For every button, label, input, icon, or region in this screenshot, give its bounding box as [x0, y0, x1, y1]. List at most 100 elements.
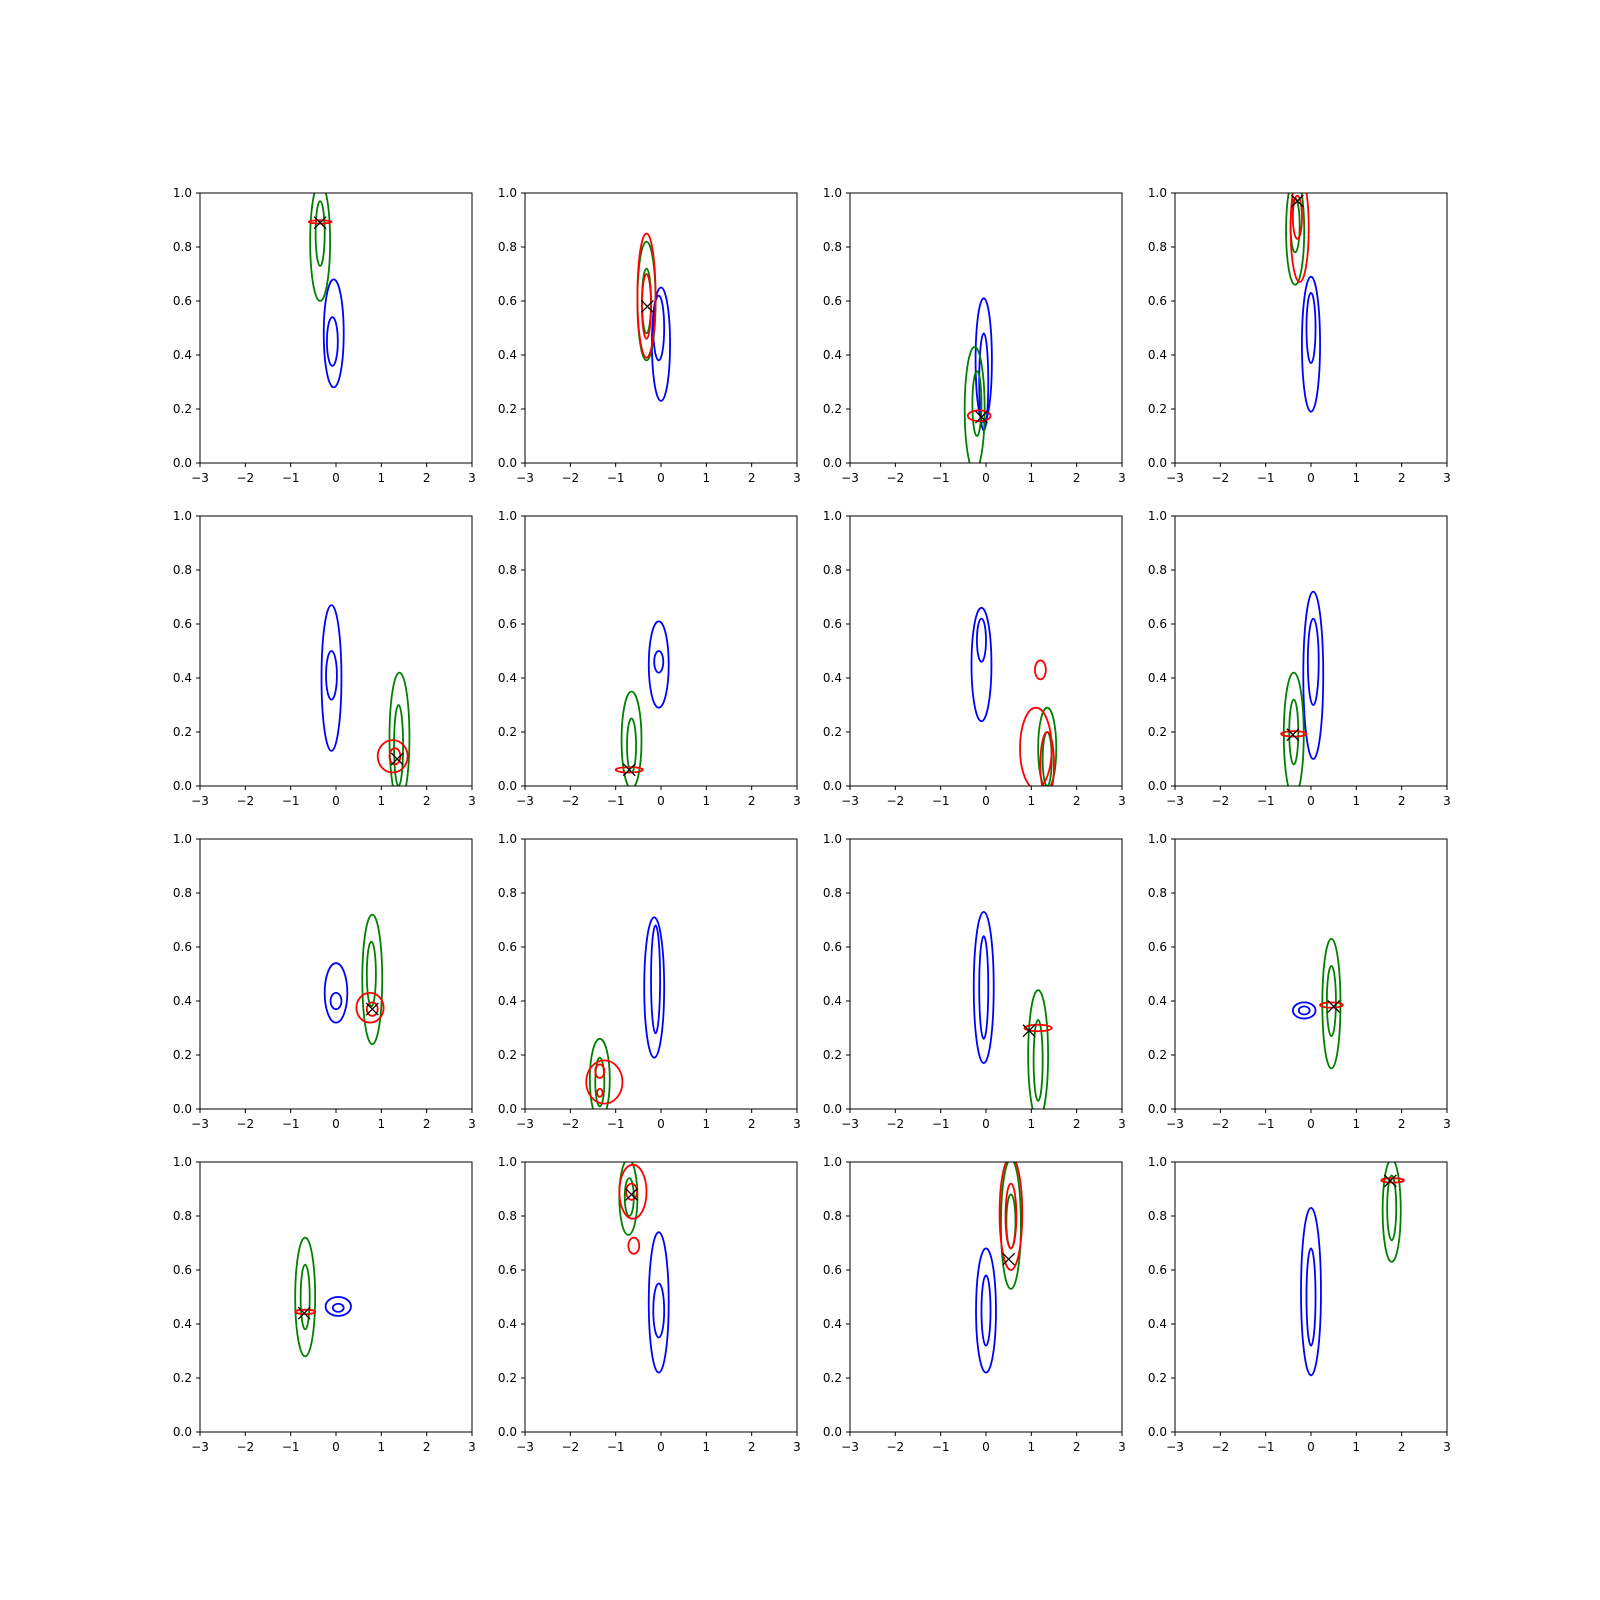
- x-tick-label: 0: [657, 1440, 665, 1454]
- y-tick-label: 0.6: [173, 617, 192, 631]
- y-tick-label: 1.0: [823, 186, 842, 200]
- y-tick-label: 0.6: [823, 1263, 842, 1277]
- x-tick-label: 1: [1028, 1440, 1036, 1454]
- subplot-15: −3 −2 −1 0 1 2 3 0.0 0.2 0.4 0.6 0.8 1.0: [823, 1155, 1126, 1454]
- y-tick-label: 0.6: [498, 294, 517, 308]
- y-tick-label: 0.0: [1148, 1425, 1167, 1439]
- green-contour-ring: [314, 200, 326, 267]
- x-tick-label: 3: [1443, 1440, 1451, 1454]
- red-contour-ring: [1023, 1023, 1053, 1033]
- plot-area: [963, 297, 993, 463]
- y-tick-label: 1.0: [1148, 832, 1167, 846]
- x-tick-label: 0: [657, 794, 665, 808]
- y-tick-label: 0.4: [1148, 671, 1167, 685]
- x-marker: [313, 216, 327, 230]
- subplot-8: −3 −2 −1 0 1 2 3 0.0 0.2 0.4 0.6 0.8 1.0: [1148, 509, 1451, 808]
- plot-area: [975, 1162, 1024, 1374]
- plot-area: [614, 620, 670, 786]
- x-tick-label: 1: [378, 794, 386, 808]
- x-marker: [1383, 1174, 1397, 1188]
- y-tick-label: 0.0: [1148, 779, 1167, 793]
- x-tick-label: −3: [191, 794, 209, 808]
- y-tick-label: 0.0: [823, 779, 842, 793]
- x-tick-label: 2: [748, 1117, 756, 1131]
- red-contour-ring: [365, 1001, 379, 1017]
- y-tick-label: 0.6: [498, 1263, 517, 1277]
- axes-frame: [524, 515, 798, 787]
- green-contour-ring: [620, 690, 643, 786]
- x-tick-label: −1: [607, 1440, 625, 1454]
- subplot-14: −3 −2 −1 0 1 2 3 0.0 0.2 0.4 0.6 0.8 1.0: [498, 1155, 801, 1454]
- y-tick-label: 0.2: [498, 402, 517, 416]
- y-tick-label: 0.0: [823, 1425, 842, 1439]
- y-tick-label: 1.0: [173, 1155, 192, 1169]
- y-tick-label: 0.2: [823, 1048, 842, 1062]
- x-tick-label: 2: [1073, 471, 1081, 485]
- x-tick-label: 0: [982, 794, 990, 808]
- x-tick-label: −2: [236, 1117, 254, 1131]
- y-tick-label: 1.0: [823, 1155, 842, 1169]
- x-tick-label: 1: [703, 1117, 711, 1131]
- x-tick-label: −3: [516, 471, 534, 485]
- y-tick-label: 0.0: [498, 456, 517, 470]
- y-tick-label: 0.8: [823, 240, 842, 254]
- y-tick-label: 0.2: [1148, 402, 1167, 416]
- blue-contour-ring: [322, 278, 345, 389]
- x-tick-label: −2: [886, 1117, 904, 1131]
- x-tick-label: 1: [378, 1117, 386, 1131]
- x-tick-label: 3: [468, 471, 476, 485]
- x-marker: [625, 1187, 638, 1201]
- x-tick-label: 2: [1398, 794, 1406, 808]
- y-tick-label: 1.0: [173, 509, 192, 523]
- y-tick-label: 1.0: [823, 832, 842, 846]
- x-tick-label: −2: [561, 1117, 579, 1131]
- green-contour-ring: [1381, 1162, 1402, 1263]
- y-tick-label: 0.2: [498, 725, 517, 739]
- y-tick-label: 1.0: [1148, 509, 1167, 523]
- x-tick-label: 3: [793, 1440, 801, 1454]
- blue-contour-ring: [976, 617, 987, 663]
- green-contour-ring: [299, 1263, 311, 1331]
- x-tick-label: 2: [423, 1117, 431, 1131]
- subplot-3: −3 −2 −1 0 1 2 3 0.0 0.2 0.4 0.6 0.8 1.0: [823, 186, 1126, 485]
- subplot-4: −3 −2 −1 0 1 2 3 0.0 0.2 0.4 0.6 0.8 1.0: [1148, 186, 1451, 485]
- blue-contour-ring: [975, 1247, 997, 1374]
- plot-area: [307, 193, 345, 389]
- y-tick-label: 0.2: [823, 725, 842, 739]
- y-tick-label: 0.0: [1148, 1102, 1167, 1116]
- green-contour-ring: [1032, 1019, 1044, 1102]
- red-contour-ring: [966, 409, 992, 423]
- x-tick-label: 2: [423, 471, 431, 485]
- y-tick-label: 0.6: [498, 617, 517, 631]
- axes-frame: [1174, 192, 1448, 464]
- axes-frame: [849, 1161, 1123, 1433]
- red-contour-ring: [627, 1236, 641, 1255]
- y-tick-label: 0.0: [823, 1102, 842, 1116]
- x-tick-label: −1: [932, 1440, 950, 1454]
- y-tick-label: 0.8: [823, 563, 842, 577]
- y-tick-label: 0.8: [498, 563, 517, 577]
- y-tick-label: 1.0: [823, 509, 842, 523]
- y-tick-label: 1.0: [498, 1155, 517, 1169]
- x-tick-label: 0: [1307, 794, 1315, 808]
- x-tick-label: 2: [423, 1440, 431, 1454]
- green-contour-ring: [971, 370, 983, 437]
- blue-contour-ring: [647, 620, 670, 709]
- y-tick-label: 1.0: [1148, 186, 1167, 200]
- x-tick-label: 0: [332, 1440, 340, 1454]
- x-tick-label: −3: [841, 1117, 859, 1131]
- y-tick-label: 0.8: [1148, 240, 1167, 254]
- x-tick-label: −1: [282, 471, 300, 485]
- x-tick-label: 1: [1353, 794, 1361, 808]
- red-contour-ring: [1280, 730, 1308, 738]
- red-contour-ring: [614, 766, 644, 774]
- blue-contour-ring: [970, 606, 993, 723]
- x-tick-label: −3: [841, 1440, 859, 1454]
- x-marker: [975, 410, 988, 424]
- y-tick-label: 0.6: [498, 940, 517, 954]
- x-tick-label: 1: [1353, 471, 1361, 485]
- y-tick-label: 0.4: [173, 671, 192, 685]
- blue-contour-ring: [1300, 1207, 1322, 1377]
- x-tick-label: −2: [561, 1440, 579, 1454]
- x-tick-label: 0: [332, 1117, 340, 1131]
